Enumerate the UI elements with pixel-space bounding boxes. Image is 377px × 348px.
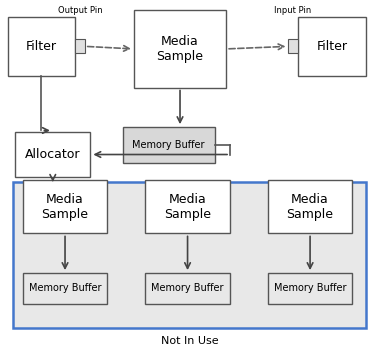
Text: Memory Buffer: Memory Buffer [151, 283, 224, 293]
FancyBboxPatch shape [8, 17, 75, 76]
FancyBboxPatch shape [288, 39, 298, 53]
Text: Memory Buffer: Memory Buffer [132, 140, 205, 150]
FancyBboxPatch shape [23, 180, 107, 234]
FancyBboxPatch shape [13, 182, 366, 328]
FancyBboxPatch shape [123, 127, 215, 163]
FancyBboxPatch shape [298, 17, 366, 76]
FancyBboxPatch shape [75, 39, 85, 53]
FancyBboxPatch shape [145, 273, 230, 304]
Text: Filter: Filter [316, 40, 347, 53]
FancyBboxPatch shape [145, 180, 230, 234]
FancyBboxPatch shape [268, 180, 352, 234]
Text: Memory Buffer: Memory Buffer [29, 283, 101, 293]
Text: Allocator: Allocator [25, 148, 81, 161]
Text: Media
Sample: Media Sample [287, 193, 334, 221]
FancyBboxPatch shape [23, 273, 107, 304]
Text: Filter: Filter [26, 40, 57, 53]
FancyBboxPatch shape [15, 132, 90, 177]
Text: Not In Use: Not In Use [161, 337, 218, 347]
Text: Media
Sample: Media Sample [156, 35, 204, 63]
Text: Input Pin: Input Pin [274, 7, 312, 15]
Text: Output Pin: Output Pin [58, 7, 103, 15]
FancyBboxPatch shape [134, 10, 226, 88]
Text: Media
Sample: Media Sample [41, 193, 89, 221]
Text: Media
Sample: Media Sample [164, 193, 211, 221]
Text: Memory Buffer: Memory Buffer [274, 283, 346, 293]
FancyBboxPatch shape [268, 273, 352, 304]
